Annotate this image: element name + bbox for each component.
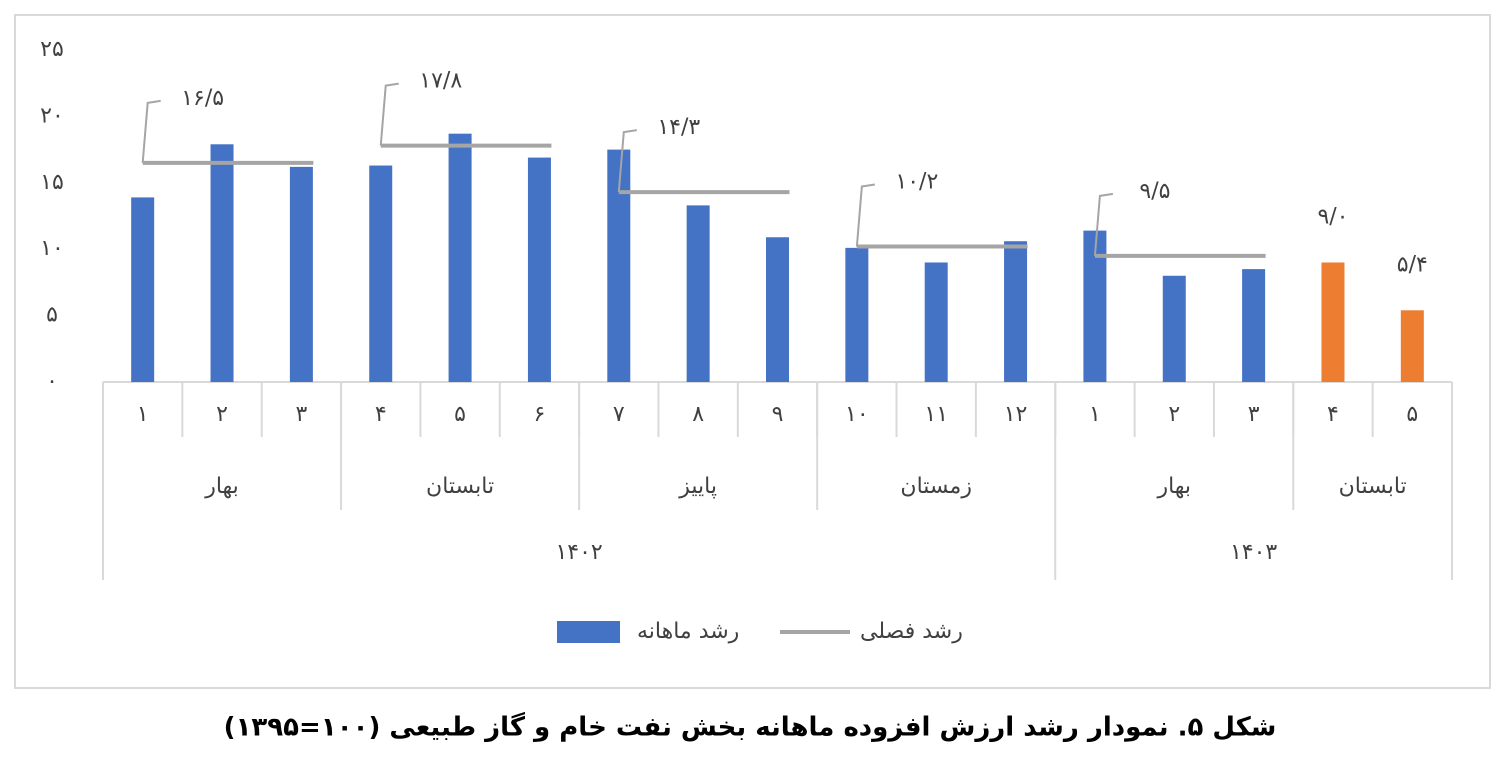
- month-label: ۱: [137, 402, 149, 427]
- data-label: ۱۴/۳: [657, 115, 700, 140]
- month-label: ۹: [772, 402, 784, 427]
- data-label: ۹/۵: [1139, 179, 1170, 204]
- leader-line: [617, 129, 637, 193]
- leader-line: [379, 82, 399, 146]
- bar: [1321, 262, 1345, 382]
- leader-line: [1093, 192, 1114, 256]
- bar: [1004, 241, 1028, 382]
- y-tick-label: ۱۵: [40, 170, 64, 195]
- month-label: ۵: [454, 402, 466, 427]
- season-label: تابستان: [426, 474, 494, 499]
- legend-swatch: [557, 621, 620, 643]
- month-label: ۵: [1406, 402, 1418, 427]
- month-label: ۸: [692, 402, 704, 427]
- bar: [686, 205, 710, 382]
- bar: [766, 237, 789, 382]
- leader-line: [855, 183, 876, 247]
- leader-line: [141, 99, 161, 163]
- season-label: پاییز: [678, 474, 717, 499]
- bar: [1400, 310, 1424, 382]
- month-label: ۴: [375, 402, 387, 427]
- bar: [924, 262, 948, 382]
- y-tick-label: ۱۰: [40, 236, 64, 261]
- month-label: ۳: [295, 402, 307, 427]
- legend-label: رشد ماهانه: [637, 619, 739, 644]
- year-label: ۱۴۰۲: [555, 540, 602, 565]
- bar: [1083, 230, 1107, 382]
- month-label: ۴: [1327, 402, 1339, 427]
- season-label: زمستان: [900, 474, 972, 499]
- data-label: ۱۰/۲: [895, 170, 938, 195]
- bar: [527, 157, 551, 382]
- month-label: ۶: [534, 402, 546, 427]
- bar: [448, 133, 472, 382]
- bar: [369, 165, 393, 382]
- legend-label: رشد فصلی: [860, 619, 963, 644]
- bar: [845, 247, 869, 382]
- y-tick-label: ۵: [46, 303, 58, 328]
- year-label: ۱۴۰۳: [1230, 540, 1277, 565]
- y-tick-label: ۰: [46, 369, 58, 394]
- data-label: ۱۷/۸: [419, 69, 462, 94]
- data-label: ۹/۰: [1317, 204, 1348, 229]
- month-label: ۱: [1089, 402, 1101, 427]
- bar: [607, 149, 631, 382]
- bar: [1162, 275, 1186, 382]
- season-label: تابستان: [1339, 474, 1407, 499]
- month-label: ۲: [216, 402, 228, 427]
- bar: [210, 144, 234, 382]
- y-tick-label: ۲۰: [40, 103, 64, 128]
- month-label: ۱۱: [924, 402, 948, 427]
- data-label: ۵/۴: [1397, 252, 1428, 277]
- bar: [1242, 269, 1266, 382]
- month-label: ۱۰: [845, 402, 869, 427]
- bar: [289, 166, 313, 382]
- chart-frame: [14, 14, 1491, 689]
- month-label: ۳: [1248, 402, 1260, 427]
- season-label: بهار: [204, 474, 239, 499]
- y-tick-label: ۲۵: [40, 37, 64, 62]
- bar: [131, 197, 155, 382]
- month-label: ۲: [1168, 402, 1180, 427]
- season-label: بهار: [1156, 474, 1191, 499]
- data-label: ۱۶/۵: [181, 86, 224, 111]
- month-label: ۱۲: [1004, 402, 1028, 427]
- chart-title: شکل ۵. نمودار رشد ارزش افزوده ماهانه بخش…: [224, 712, 1277, 743]
- month-label: ۷: [613, 402, 625, 427]
